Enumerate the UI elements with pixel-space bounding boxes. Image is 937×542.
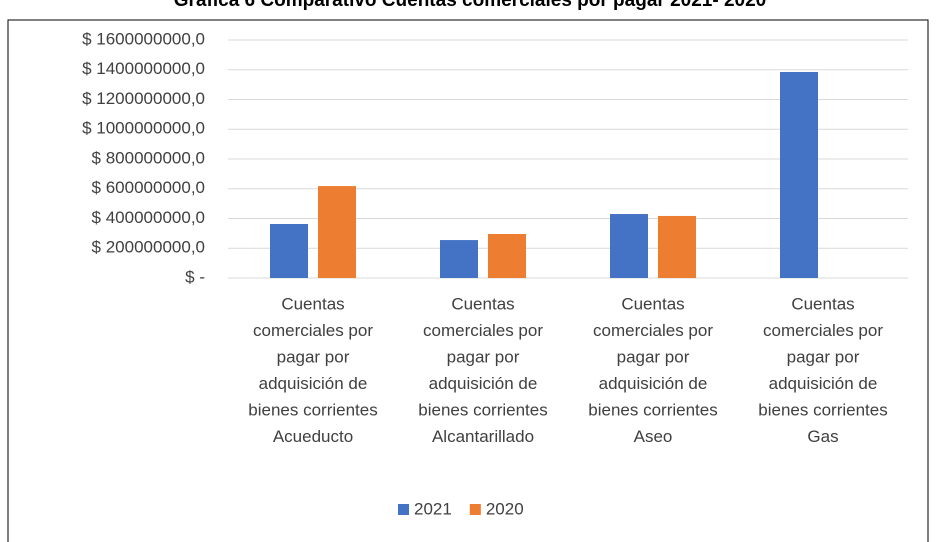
y-tick-label: $ 1000000000,0: [82, 119, 205, 138]
x-tick-label: comerciales por: [253, 321, 373, 340]
bar: [610, 214, 648, 278]
chart-frame: [7, 19, 929, 542]
x-tick-label: pagar por: [447, 347, 520, 366]
y-tick-label: $ 1400000000,0: [82, 59, 205, 78]
x-tick-label: adquisición de: [259, 374, 368, 393]
legend-swatch: [398, 504, 409, 515]
x-tick-label: bienes corrientes: [248, 400, 377, 419]
x-tick-label: Cuentas: [451, 294, 514, 313]
x-tick-label: Aseo: [634, 427, 673, 446]
x-tick-label: comerciales por: [423, 321, 543, 340]
legend-swatch: [469, 504, 481, 515]
x-tick-label: Cuentas: [621, 294, 684, 313]
bar: [440, 240, 478, 278]
title-band: [0, 0, 937, 19]
x-tick-label: adquisición de: [429, 374, 538, 393]
x-tick-label: bienes corrientes: [588, 400, 717, 419]
y-tick-label: $ 800000000,0: [92, 148, 205, 167]
x-tick-label: Cuentas: [281, 294, 344, 313]
legend-label: 2021: [414, 499, 452, 518]
bar: [318, 186, 356, 278]
y-tick-label: $ -: [185, 267, 205, 286]
x-tick-label: adquisición de: [769, 374, 878, 393]
y-tick-label: $ 400000000,0: [92, 208, 205, 227]
bar: [658, 215, 696, 278]
x-tick-label: comerciales por: [763, 321, 883, 340]
chart-title: Gráfica 6 Comparativo Cuentas comerciale…: [174, 0, 766, 11]
y-tick-label: $ 1600000000,0: [82, 29, 205, 48]
x-tick-label: bienes corrientes: [758, 400, 887, 419]
legend-label: 2020: [486, 499, 524, 518]
x-tick-label: Cuentas: [791, 294, 854, 313]
x-tick-label: Acueducto: [273, 427, 353, 446]
x-tick-label: comerciales por: [593, 321, 713, 340]
bar: [270, 224, 308, 278]
x-tick-label: pagar por: [617, 347, 690, 366]
y-tick-label: $ 1200000000,0: [82, 89, 205, 108]
x-tick-label: Alcantarillado: [432, 427, 534, 446]
y-tick-label: $ 600000000,0: [92, 178, 205, 197]
bar: [780, 71, 818, 278]
y-tick-label: $ 200000000,0: [92, 238, 205, 257]
x-tick-label: pagar por: [787, 347, 860, 366]
x-tick-label: bienes corrientes: [418, 400, 547, 419]
bar: [488, 233, 526, 278]
x-tick-label: adquisición de: [599, 374, 708, 393]
x-tick-label: Gas: [807, 427, 838, 446]
x-tick-label: pagar por: [277, 347, 350, 366]
